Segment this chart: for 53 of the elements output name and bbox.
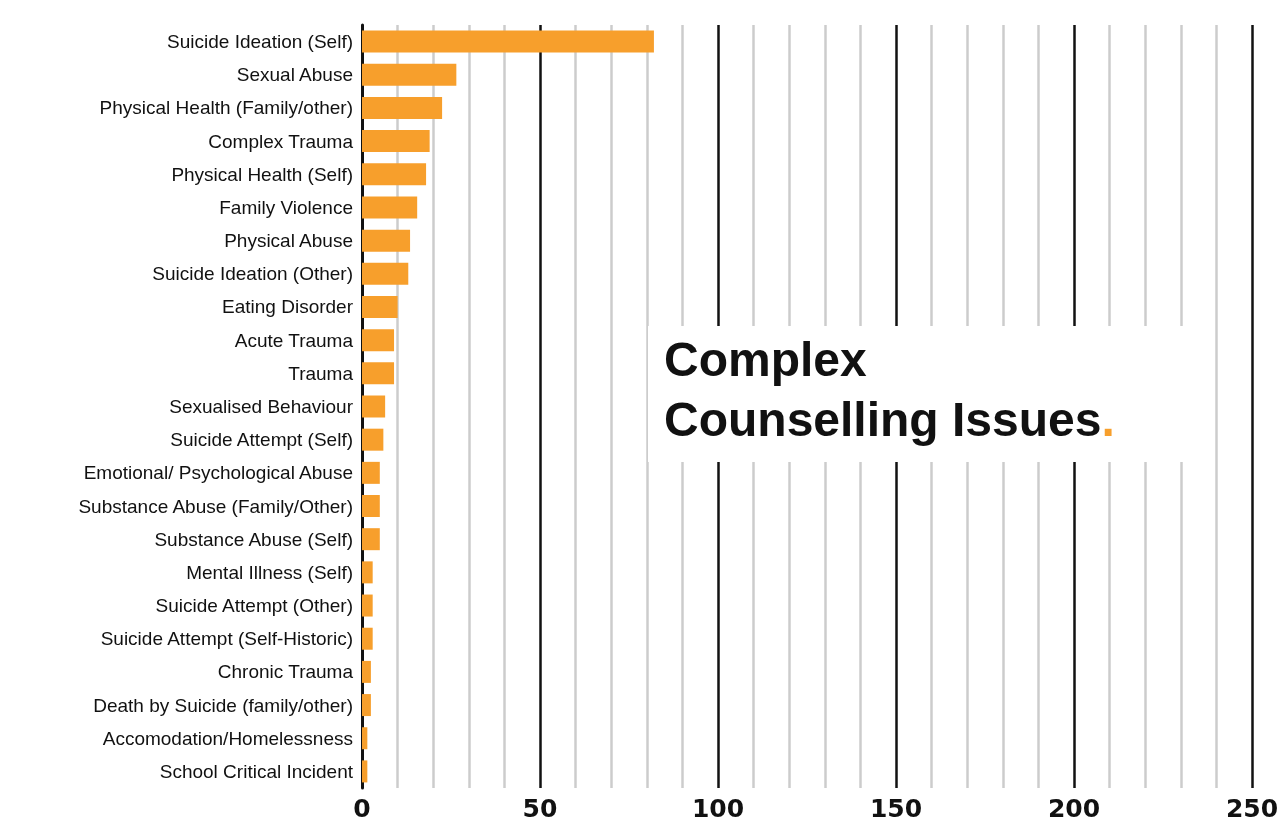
bar: [362, 528, 380, 551]
x-tick-label: 100: [691, 794, 745, 823]
y-tick-label: Suicide Attempt (Self-Historic): [100, 628, 353, 650]
y-tick-label: Physical Abuse: [224, 230, 353, 252]
y-tick-label: Suicide Ideation (Self): [167, 31, 353, 53]
text: Complex Counselling Issues.: [664, 332, 1115, 448]
bar: [362, 96, 443, 119]
y-tick-label: Sexual Abuse: [236, 64, 353, 86]
bar: [362, 63, 457, 86]
bar: [362, 163, 427, 186]
bar: [362, 660, 371, 683]
bar: [362, 30, 654, 53]
x-tick-label: 250: [1225, 794, 1279, 823]
x-tick-label: 150: [869, 794, 923, 823]
y-tick-label: Trauma: [288, 362, 354, 384]
y-tick-label: Physical Health (Family/other): [99, 97, 353, 119]
x-tick-label: 0: [353, 794, 371, 823]
y-tick-label: Eating Disorder: [222, 296, 354, 318]
bar: [362, 229, 411, 252]
bar: [362, 594, 373, 617]
y-tick-label: Suicide Attempt (Other): [155, 595, 353, 617]
bar: [362, 727, 368, 750]
y-tick-label: School Critical Incident: [159, 760, 354, 782]
x-tick-label: 200: [1047, 794, 1101, 823]
y-tick-label: Family Violence: [219, 196, 353, 218]
y-tick-label: Emotional/ Psychological Abuse: [83, 462, 353, 484]
bar: [362, 760, 368, 783]
y-tick-label: Mental Illness (Self): [186, 561, 353, 583]
bar: [362, 362, 395, 385]
bar: [362, 295, 398, 318]
y-tick-label: Complex Trauma: [208, 130, 354, 152]
bar: [362, 461, 380, 484]
bar: [362, 395, 386, 418]
y-tick-label: Substance Abuse (Self): [154, 528, 353, 550]
y-tick-label: Chronic Trauma: [217, 661, 354, 683]
bar: [362, 329, 395, 352]
bar: [362, 262, 409, 285]
y-tick-label: Acute Trauma: [234, 329, 354, 351]
y-tick-label: Accomodation/Homelessness: [102, 727, 353, 749]
bar: [362, 196, 418, 219]
bar: [362, 694, 371, 717]
y-tick-label: Death by Suicide (family/other): [93, 694, 353, 716]
bar: [362, 428, 384, 451]
y-tick-label: Physical Health (Self): [171, 163, 353, 185]
y-tick-label: Suicide Ideation (Other): [152, 263, 353, 285]
bar: [362, 627, 373, 650]
y-tick-label: Substance Abuse (Family/Other): [78, 495, 353, 517]
bar: [362, 130, 430, 153]
x-tick-label: 50: [522, 794, 558, 823]
bar: [362, 561, 373, 584]
bar: [362, 495, 380, 518]
y-tick-label: Suicide Attempt (Self): [170, 429, 353, 451]
y-tick-label: Sexualised Behaviour: [169, 396, 354, 417]
